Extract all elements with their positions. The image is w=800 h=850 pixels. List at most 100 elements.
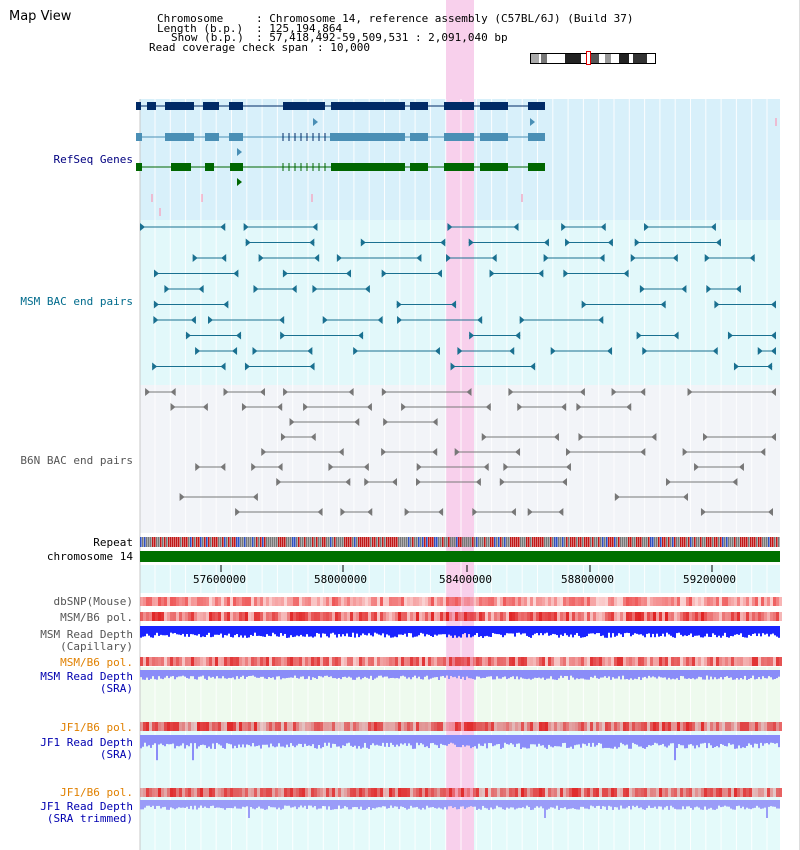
msm-sra-depth-bar <box>238 670 240 679</box>
jf1-trimmed-depth-bar <box>574 800 576 809</box>
pol-cell <box>665 657 668 666</box>
msm-sra-depth-bar <box>762 670 764 677</box>
msm-bac-pair-end <box>757 347 763 355</box>
pol-cell <box>221 788 224 797</box>
msm-capillary-depth-bar <box>456 626 458 638</box>
msm-sra-depth-bar <box>276 670 278 677</box>
msm-sra-depth-bar <box>544 670 546 680</box>
pol-cell <box>371 657 374 666</box>
chromosome-ideogram[interactable] <box>530 53 656 64</box>
jf1-sra-depth-bar <box>208 735 210 747</box>
repeat-mark <box>648 537 650 547</box>
jf1-sra-depth-bar <box>480 735 482 746</box>
msm-sra-depth-bar <box>660 670 662 678</box>
repeat-mark <box>396 537 398 547</box>
pol-cell <box>389 657 392 666</box>
jf1-sra-depth-bar <box>376 735 378 745</box>
jf1-sra-depth-bar <box>760 735 762 743</box>
msm-capillary-depth-bar <box>768 626 770 637</box>
pol-cell <box>506 657 509 666</box>
b6n-bac-pair-end <box>553 433 559 441</box>
pol-cell <box>551 722 554 731</box>
msm-bac-pair-end <box>207 316 213 324</box>
pol-cell <box>515 612 518 621</box>
jf1-trimmed-depth-bar <box>744 800 746 810</box>
pol-cell <box>689 788 692 797</box>
msm-capillary-depth-bar <box>310 626 312 637</box>
jf1-sra-depth-bar <box>388 735 390 747</box>
msm-capillary-depth-bar <box>380 626 382 636</box>
msm-sra-depth-bar <box>530 670 532 680</box>
repeat-mark <box>166 537 168 547</box>
repeat-mark <box>314 537 316 547</box>
jf1-trimmed-depth-bar <box>342 800 344 809</box>
jf1-sra-depth-bar <box>692 735 694 746</box>
pol-cell <box>284 612 287 621</box>
msm-sra-depth-bar <box>162 670 164 680</box>
msm-sra-depth-bar <box>716 670 718 680</box>
msm-bac-pair-end <box>561 223 567 231</box>
repeat-mark <box>456 537 458 547</box>
pol-cell <box>152 612 155 621</box>
jf1-sra-depth-bar <box>214 735 216 749</box>
pol-cell <box>608 657 611 666</box>
pol-cell <box>482 788 485 797</box>
pol-cell <box>578 657 581 666</box>
b6n-bac-pair-end <box>170 388 176 396</box>
jf1-trimmed-depth-bar <box>206 800 208 808</box>
pol-cell <box>752 788 755 797</box>
pol-cell <box>569 722 572 731</box>
pol-cell <box>485 657 488 666</box>
jf1-trimmed-depth-bar <box>410 800 412 806</box>
msm-capillary-depth-bar <box>762 626 764 634</box>
jf1-sra-depth-bar <box>276 735 278 747</box>
refseq-gene-navy <box>229 102 243 110</box>
dbsnp-cell <box>431 597 434 606</box>
jf1-trimmed-depth-bar <box>470 800 472 807</box>
pol-cell <box>299 722 302 731</box>
pol-cell <box>404 657 407 666</box>
jf1-trimmed-depth-bar <box>492 800 494 810</box>
jf1-sra-depth-bar <box>520 735 522 749</box>
dbsnp-cell <box>602 597 605 606</box>
pol-cell <box>377 657 380 666</box>
msm-capillary-depth-bar <box>664 626 666 637</box>
msm-sra-depth-bar <box>258 670 260 678</box>
jf1-trimmed-depth-bar <box>636 800 638 806</box>
repeat-mark <box>630 537 632 547</box>
dbsnp-cell <box>206 597 209 606</box>
jf1-sra-depth-bar <box>662 735 664 744</box>
msm-capillary-depth-bar <box>706 626 708 634</box>
jf1-trimmed-depth-bar <box>184 800 186 808</box>
jf1-sra-depth-bar <box>682 735 684 746</box>
msm-bac-pair-end <box>190 316 196 324</box>
jf1-trimmed-depth-bar <box>190 800 192 806</box>
msm-sra-depth-bar <box>402 670 404 676</box>
msm-capillary-depth-bar <box>594 626 596 635</box>
pol-cell <box>179 657 182 666</box>
jf1-sra-depth-bar <box>562 735 564 744</box>
jf1-trimmed-depth-bar <box>170 800 172 808</box>
pol-cell <box>638 657 641 666</box>
pol-cell <box>266 612 269 621</box>
jf1-trimmed-depth-bar <box>158 800 160 806</box>
msm-capillary-depth-bar <box>296 626 298 636</box>
jf1-trimmed-depth-bar <box>546 800 548 810</box>
pol-cell <box>221 612 224 621</box>
pol-cell <box>758 722 761 731</box>
repeat-mark <box>354 537 356 547</box>
pol-cell <box>170 657 173 666</box>
pol-cell <box>629 722 632 731</box>
pol-cell <box>344 788 347 797</box>
pol-cell <box>332 788 335 797</box>
jf1-trimmed-depth-bar <box>496 800 498 806</box>
jf1-trimmed-depth-bar <box>450 800 452 807</box>
repeat-mark <box>280 537 282 547</box>
repeat-mark <box>606 537 608 547</box>
msm-sra-depth-bar <box>536 670 538 679</box>
repeat-mark <box>692 537 694 547</box>
jf1-sra-depth-bar <box>684 735 686 749</box>
jf1-sra-depth-bar <box>398 735 400 747</box>
jf1-trimmed-depth-bar <box>384 800 386 807</box>
